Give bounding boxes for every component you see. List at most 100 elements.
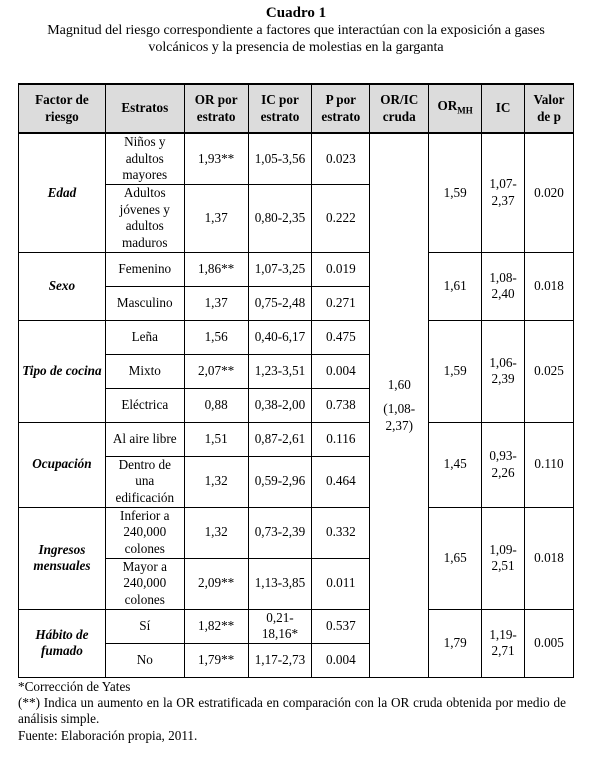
ic-cell: 0,93-2,26 [481,421,526,508]
stratum-cell: Femenino [104,251,185,287]
stratum-cell: Niños y adultos mayores [104,132,185,185]
stratum-cell: Leña [104,319,185,355]
stratum-or-cell: 1,56 [183,319,249,355]
risk-table: Factor de riesgo Estratos OR por estrato… [18,83,574,678]
stratum-or-cell: 2,09** [183,557,249,610]
header-factor: Factor de riesgo [18,83,106,134]
factor-cell: Ingresos mensuales [18,506,106,610]
valor-p-cell: 0.005 [524,608,574,678]
table-notes: *Corrección de Yates (**) Indica un aume… [18,679,566,744]
header-or-mh-label: OR [437,97,458,113]
or-mh-cell: 1,45 [428,421,483,508]
stratum-p-cell: 0.475 [311,319,371,355]
note-or-increase: (**) Indica un aumento en la OR estratif… [18,695,566,727]
header-ic-estrato: IC por estrato [247,83,313,134]
stratum-cell: Eléctrica [104,387,185,423]
stratum-or-cell: 1,37 [183,183,249,253]
table-row: Sexo Femenino 1,86** 1,07-3,25 0.019 1,61 1,08… [18,251,574,321]
ic-cell: 1,07-2,37 [481,132,526,253]
stratum-or-cell: 1,32 [183,455,249,508]
stratum-p-cell: 0.332 [311,506,371,559]
stratum-or-cell: 0,88 [183,387,249,423]
stratum-cell: Sí [104,608,185,644]
table-row: No 1,79** 1,17-2,73 0.004 [19,642,574,678]
header-row: Factor de riesgo Estratos OR por estrato… [18,83,574,134]
valor-p-cell: 0.018 [524,506,574,610]
stratum-p-cell: 0.738 [311,387,371,423]
valor-p-cell: 0.020 [524,132,574,253]
stratum-ic-cell: 1,23-3,51 [247,353,313,389]
crude-ic-value: (1,08-2,37) [383,401,416,433]
stratum-or-cell: 1,32 [183,506,249,559]
header-valor-p: Valor de p [524,83,574,134]
stratum-cell: Adultos jóvenes y adultos maduros [104,183,185,253]
stratum-p-cell: 0.019 [311,251,371,287]
factor-cell: Edad [18,132,106,253]
factor-cell: Hábito de fumado [18,608,106,678]
stratum-p-cell: 0.004 [311,353,371,389]
header-or-mh: ORMH [428,83,483,134]
stratum-p-cell: 0.116 [311,421,371,457]
stratum-ic-cell: 0,59-2,96 [247,455,313,508]
stratum-ic-cell: 0,80-2,35 [247,183,313,253]
stratum-ic-cell: 0,40-6,17 [247,319,313,355]
stratum-cell: No [104,642,185,678]
stratum-ic-cell: 1,07-3,25 [247,251,313,287]
note-source: Fuente: Elaboración propia, 2011. [18,727,198,743]
stratum-p-cell: 0.222 [311,183,371,253]
ic-cell: 1,06-2,39 [481,319,526,423]
stratum-cell: Mayor a 240,000 colones [104,557,185,610]
stratum-ic-cell: 0,75-2,48 [247,285,313,321]
stratum-cell: Dentro de una edificación [104,455,185,508]
or-mh-cell: 1,79 [428,608,483,678]
stratum-ic-cell: 1,05-3,56 [247,132,313,185]
stratum-ic-cell: 1,17-2,73 [247,642,313,678]
stratum-cell: Mixto [104,353,185,389]
table-row: Mixto 2,07** 1,23-3,51 0.004 [19,353,574,389]
table-row: Adultos jóvenes y adultos maduros 1,37 0,8… [19,183,574,253]
table-row: Ocupación Al aire libre 1,51 0,87-2,61 0.116… [18,421,574,508]
factor-cell: Tipo de cocina [18,319,106,423]
table-row: Eléctrica 0,88 0,38-2,00 0.738 [19,387,574,423]
valor-p-cell: 0.025 [524,319,574,423]
valor-p-cell: 0.110 [524,421,574,508]
note-yates: *Corrección de Yates [18,679,131,694]
stratum-or-cell: 1,37 [183,285,249,321]
table-caption-title: Magnitud del riesgo correspondiente a fa… [47,23,545,55]
ic-cell: 1,09-2,51 [481,506,526,610]
ic-cell: 1,19-2,71 [481,608,526,678]
stratum-ic-cell: 0,87-2,61 [247,421,313,457]
stratum-or-cell: 1,93** [183,132,249,185]
or-mh-cell: 1,61 [428,251,483,321]
stratum-or-cell: 1,86** [183,251,249,287]
header-or-ic-cruda: OR/IC cruda [369,83,430,134]
factor-cell: Ocupación [18,421,106,508]
stratum-p-cell: 0.464 [311,455,371,508]
stratum-or-cell: 2,07** [183,353,249,389]
stratum-or-cell: 1,79** [183,642,249,678]
or-mh-cell: 1,59 [428,319,483,423]
stratum-p-cell: 0.011 [311,557,371,610]
table-caption-number: Cuadro 1 [265,5,327,21]
or-mh-cell: 1,59 [428,132,483,253]
stratum-cell: Masculino [104,285,185,321]
stratum-or-cell: 1,51 [183,421,249,457]
table-row: Ingresos mensuales Inferior a 240,000 col… [18,506,574,610]
table-row: Edad Niños y adultos mayores 1,93** 1,05-3,… [18,132,574,678]
stratum-p-cell: 0.023 [311,132,371,185]
factor-cell: Sexo [18,251,106,321]
header-ic: IC [481,83,526,134]
or-mh-cell: 1,65 [428,506,483,610]
header-estratos: Estratos [104,83,185,134]
header-p-estrato: P por estrato [311,83,371,134]
stratum-p-cell: 0.537 [311,608,371,644]
stratum-cell: Inferior a 240,000 colones [104,506,185,559]
stratum-ic-cell: 0,73-2,39 [247,506,313,559]
table-body: Edad Niños y adultos mayores 1,93** 1,05-3,… [18,132,574,678]
stratum-ic-cell: 0,21-18,16* [247,608,313,644]
crude-or-ic-cell: 1,60 (1,08-2,37) [369,132,430,678]
table-row: Hábito de fumado Sí 1,82** 0,21-18,16* 0.537… [18,608,574,678]
ic-cell: 1,08-2,40 [481,251,526,321]
header-or-estrato: OR por estrato [183,83,249,134]
table-row: Masculino 1,37 0,75-2,48 0.271 [19,285,574,321]
